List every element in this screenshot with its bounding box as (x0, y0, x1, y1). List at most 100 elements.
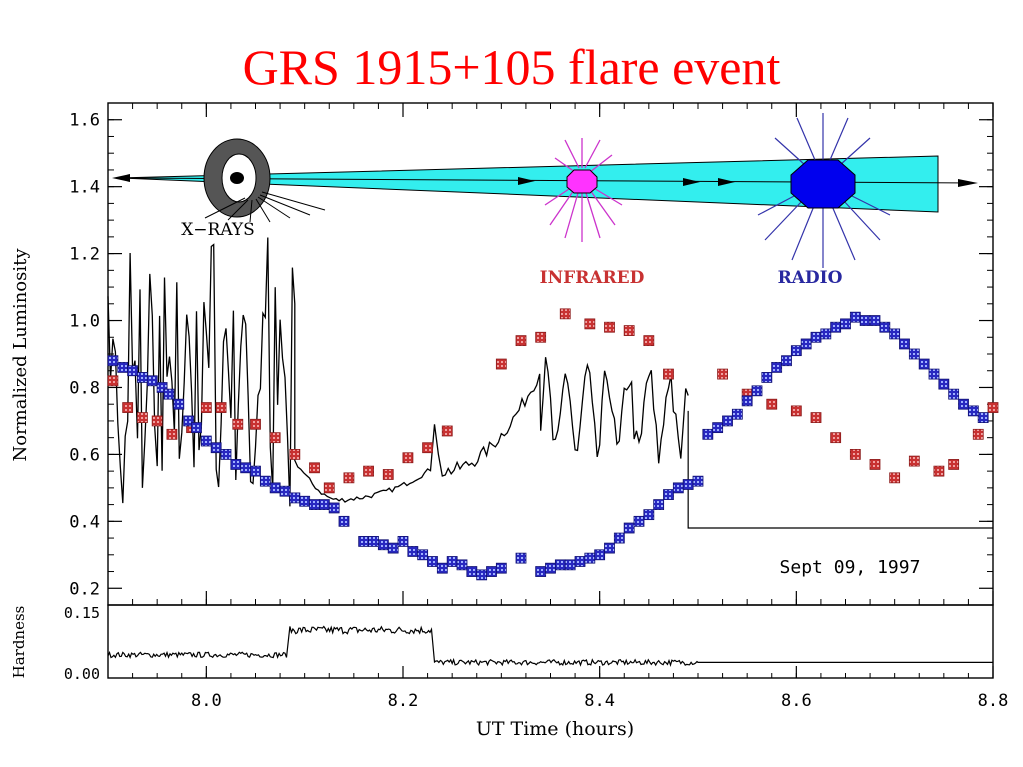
x-tick-label: 8.2 (388, 691, 419, 711)
radio-point (771, 361, 783, 373)
jet-cone (119, 155, 939, 213)
radio-point (535, 566, 547, 577)
y-axis-label: Normalized Luminosity (10, 248, 31, 462)
radio-point (368, 536, 379, 547)
radio-point (958, 398, 969, 410)
radio-point (338, 515, 350, 527)
radio-point (117, 361, 129, 373)
infrared-point (441, 425, 453, 437)
radio-point (682, 479, 694, 490)
radio-point (137, 372, 148, 383)
infrared-point (908, 455, 920, 467)
radio-point (476, 569, 488, 581)
radio-point (146, 375, 158, 387)
radio-point (107, 355, 119, 367)
infrared-point (122, 402, 134, 413)
infrared-point (495, 358, 507, 370)
xray-trace-path (107, 237, 689, 507)
x-tick-label: 8.6 (781, 691, 812, 711)
xray-light-curve (107, 237, 993, 529)
slide-title: GRS 1915+105 flare event (242, 39, 781, 95)
infrared-point (869, 459, 881, 470)
hardness-tick-label-top: 0.15 (64, 604, 100, 622)
radio-point (672, 482, 684, 494)
infrared-point (289, 448, 301, 460)
infrared-point (402, 452, 414, 464)
x-tick-label: 8.8 (978, 691, 1009, 711)
infrared-point (137, 412, 148, 423)
y-tick-label: 0.4 (69, 512, 100, 532)
x-tick-label: 8.4 (584, 691, 615, 711)
arrowhead-mid-1 (518, 177, 535, 185)
radio-point (407, 546, 419, 557)
compact-object (230, 172, 244, 184)
infrared-blob-body (566, 169, 598, 194)
radio-point (594, 549, 606, 561)
radio-point (515, 552, 527, 564)
radio-blob: RADIO (757, 113, 891, 288)
radio-point (173, 398, 185, 410)
radio-point (928, 368, 940, 380)
radio-point (377, 539, 389, 551)
infrared-point (790, 405, 802, 417)
radio-point (163, 388, 175, 400)
arrowhead-right (958, 179, 978, 187)
radio-point (358, 536, 370, 547)
infrared-point (810, 412, 822, 423)
infrared-point (663, 368, 674, 380)
arrowhead-mid-2 (718, 178, 735, 186)
xray-label: X−RAYS (181, 220, 255, 240)
radio-point (269, 482, 281, 494)
radio-point (948, 388, 960, 400)
radio-point (702, 428, 714, 440)
radio-point (653, 499, 665, 511)
radio-point (879, 321, 891, 333)
radio-point (604, 542, 615, 554)
xray-source: X−RAYS (181, 138, 326, 240)
y-tick-label: 1.4 (69, 178, 100, 198)
radio-point (318, 499, 330, 511)
radio-point (456, 559, 468, 571)
infrared-point (849, 448, 861, 460)
infrared-point (422, 442, 433, 454)
y-tick-label: 0.2 (69, 579, 100, 599)
infrared-blob: INFRARED (540, 138, 645, 288)
radio-point (210, 442, 222, 454)
radio-point (486, 566, 497, 577)
radio-point (889, 328, 901, 340)
radio-point (183, 415, 195, 427)
radio-point (869, 315, 881, 326)
radio-point (250, 465, 261, 477)
infrared-point (250, 418, 261, 430)
radio-point (810, 331, 822, 343)
radio-point (436, 562, 448, 574)
radio-point (289, 492, 301, 504)
radio-point (127, 365, 138, 377)
hardness-series (107, 625, 993, 667)
x-tick-label: 8.0 (191, 691, 222, 711)
radio-point (156, 382, 168, 393)
y-tick-label: 1.6 (69, 111, 100, 131)
radio-point (613, 532, 625, 544)
infrared-point (604, 321, 615, 333)
radio-point (387, 542, 399, 554)
hardness-plot-frame (107, 604, 994, 679)
radio-point (299, 495, 311, 507)
radio-point (554, 559, 566, 571)
infrared-point (363, 465, 374, 477)
axis-ticks: 0.2 0.4 0.6 0.8 1.0 1.2 1.4 1.6 8.0 8.2 8.4 8.6 8.8 (69, 103, 1008, 711)
radio-point (191, 422, 202, 434)
radio-point (967, 405, 979, 417)
infrared-point (987, 402, 999, 413)
infrared-point (269, 432, 281, 444)
radio-point (731, 408, 743, 420)
xray-baseline (687, 410, 993, 529)
date-annotation: Sept 09, 1997 (780, 557, 921, 578)
radio-point (790, 345, 802, 357)
y-tick-label: 0.6 (69, 445, 100, 465)
infrared-point (382, 469, 394, 480)
infrared-point (972, 428, 984, 440)
radio-point (259, 475, 271, 487)
radio-point (722, 415, 733, 427)
infrared-point (323, 482, 335, 494)
